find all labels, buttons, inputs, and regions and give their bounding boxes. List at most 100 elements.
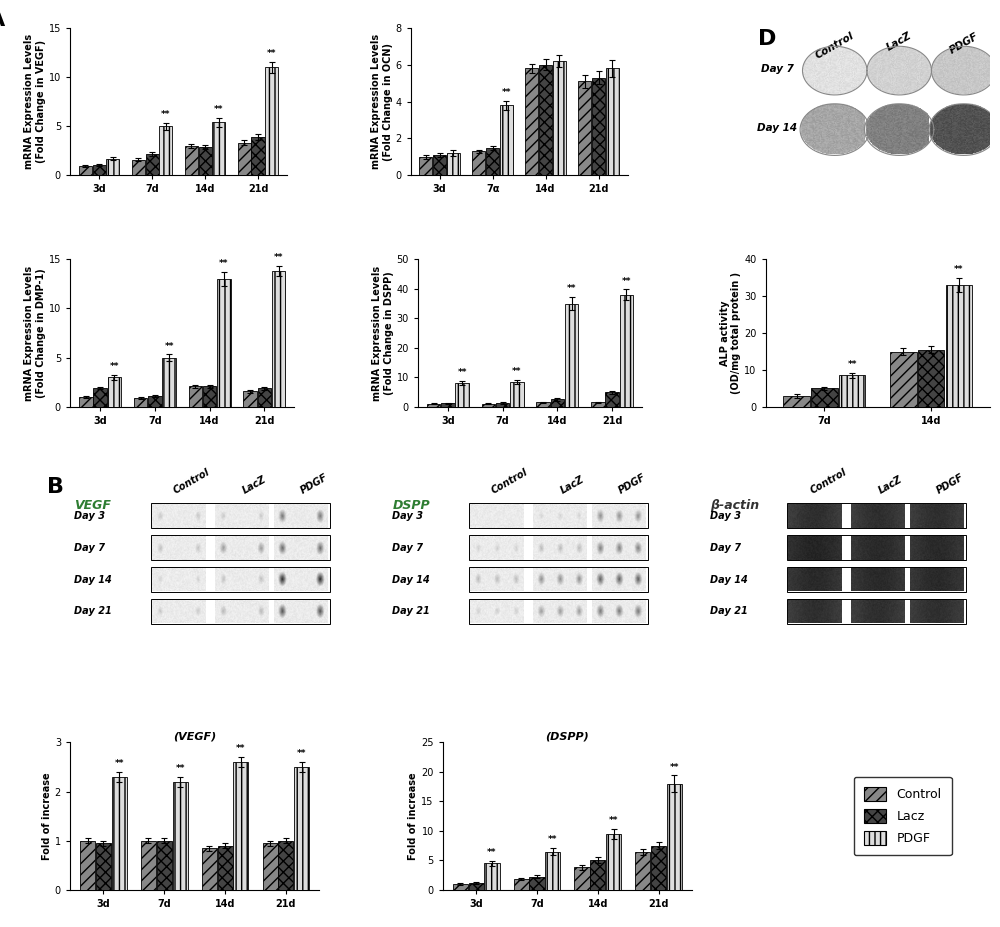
Text: LacZ: LacZ (241, 475, 268, 496)
Bar (106, 159, 119, 175)
Y-axis label: Fold of increase: Fold of increase (408, 772, 418, 860)
Text: Day 14: Day 14 (757, 123, 797, 133)
Text: Day 21: Day 21 (74, 606, 112, 616)
Bar (551, 400, 564, 407)
Bar (783, 396, 810, 407)
Text: **: ** (297, 749, 306, 758)
Bar (482, 404, 495, 407)
Bar (80, 841, 95, 890)
Text: **: ** (670, 763, 679, 772)
Y-axis label: ALP activity
(OD/mg total protein ): ALP activity (OD/mg total protein ) (720, 272, 741, 394)
Bar (486, 147, 499, 175)
Y-axis label: mRNA Expression Levels
(Fold Change in DSPP): mRNA Expression Levels (Fold Change in D… (372, 265, 394, 400)
Text: Day 7: Day 7 (710, 543, 741, 552)
Bar (189, 387, 202, 407)
Text: **: ** (609, 816, 618, 825)
Bar (469, 567, 648, 592)
Text: **: ** (164, 341, 174, 350)
Bar (469, 503, 648, 528)
Bar (141, 841, 156, 890)
Bar (605, 392, 619, 407)
Y-axis label: Fold of increase: Fold of increase (42, 772, 52, 860)
Bar (93, 388, 107, 407)
Text: **: ** (954, 265, 964, 274)
Text: **: ** (219, 260, 229, 269)
Bar (218, 845, 233, 890)
Text: LacZ: LacZ (885, 31, 914, 53)
Bar (514, 880, 529, 890)
Bar (651, 845, 666, 890)
Text: Day 7: Day 7 (761, 64, 794, 74)
Text: Day 21: Day 21 (392, 606, 430, 616)
Text: Day 3: Day 3 (710, 511, 741, 521)
Text: **: ** (236, 744, 246, 754)
Bar (162, 358, 176, 407)
Text: **: ** (512, 367, 522, 376)
Bar (536, 402, 550, 407)
Bar (263, 844, 278, 890)
Text: **: ** (847, 360, 857, 369)
Bar (433, 155, 446, 175)
Text: LacZ: LacZ (877, 475, 904, 496)
Bar (472, 151, 485, 175)
Text: **: ** (115, 759, 124, 768)
Bar (787, 535, 966, 560)
Text: D: D (758, 30, 777, 49)
Y-axis label: mRNA Expression Levels
(Fold Change in OCN): mRNA Expression Levels (Fold Change in O… (371, 34, 393, 169)
Bar (529, 877, 545, 890)
Bar (199, 146, 212, 175)
Text: **: ** (175, 764, 185, 773)
Bar (148, 396, 162, 407)
Bar (635, 852, 650, 890)
Text: Day 3: Day 3 (392, 511, 423, 521)
Bar (93, 165, 106, 175)
Text: **: ** (267, 49, 277, 58)
Text: VEGF: VEGF (74, 499, 111, 512)
Bar (441, 403, 455, 407)
Text: Day 3: Day 3 (74, 511, 105, 521)
Title: (DSPP): (DSPP) (546, 731, 589, 742)
Text: β-actin: β-actin (710, 499, 759, 512)
Bar (946, 286, 972, 407)
Bar (918, 349, 944, 407)
Text: **: ** (567, 285, 576, 293)
Text: Day 21: Day 21 (710, 606, 748, 616)
Bar (620, 295, 633, 407)
Bar (243, 391, 257, 407)
Bar (469, 883, 484, 890)
Text: Control: Control (808, 467, 848, 496)
Text: **: ** (110, 362, 119, 371)
Text: PDGF: PDGF (617, 472, 648, 496)
Bar (79, 397, 93, 407)
Bar (202, 848, 217, 890)
Bar (574, 868, 590, 890)
Bar (787, 567, 966, 592)
Bar (484, 863, 500, 890)
Bar (159, 126, 172, 175)
Bar (134, 398, 147, 407)
Y-axis label: mRNA Expression Levels
(Fold Change in VEGF): mRNA Expression Levels (Fold Change in V… (24, 34, 46, 169)
Text: **: ** (161, 110, 171, 119)
Bar (591, 402, 605, 407)
Bar (667, 783, 682, 890)
Bar (96, 844, 111, 890)
Bar (185, 146, 198, 175)
Text: Day 14: Day 14 (74, 575, 112, 585)
Text: Control: Control (490, 467, 530, 496)
Bar (469, 535, 648, 560)
Bar (565, 303, 578, 407)
Bar (510, 382, 524, 407)
Bar (453, 884, 468, 890)
Text: Day 14: Day 14 (392, 575, 430, 585)
Bar (578, 82, 591, 175)
Bar (606, 69, 619, 175)
Bar (427, 404, 440, 407)
Bar (500, 106, 513, 175)
Bar (455, 383, 469, 407)
Bar (553, 61, 566, 175)
Text: Day 7: Day 7 (392, 543, 423, 552)
Bar (890, 351, 917, 407)
Bar (217, 279, 231, 407)
Text: **: ** (214, 105, 224, 114)
Bar (112, 777, 127, 890)
